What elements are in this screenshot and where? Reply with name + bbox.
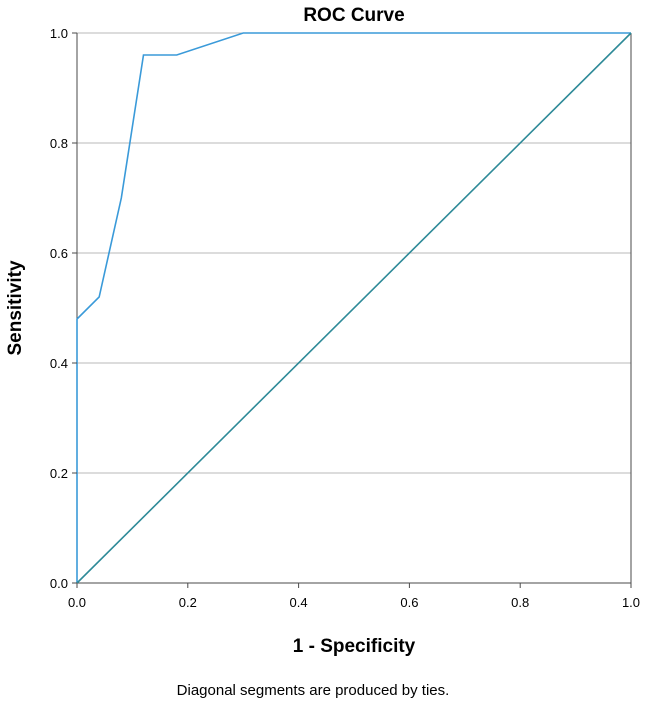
reference-diagonal-line	[76, 32, 632, 584]
x-tick-label-1: 0.2	[179, 595, 197, 610]
tick-labels: 0.0 0.2 0.4 0.6 0.8 1.0 0.0 0.2 0.4 0.6 0.8 1.0	[50, 26, 640, 610]
y-tick-label-5: 1.0	[50, 26, 68, 41]
y-axis-label: Sensitivity	[5, 260, 26, 355]
x-tick-label-4: 0.8	[511, 595, 529, 610]
chart-title: ROC Curve	[303, 5, 404, 26]
series	[76, 32, 632, 584]
y-tick-label-4: 0.8	[50, 136, 68, 151]
x-tick-label-3: 0.6	[400, 595, 418, 610]
y-tick-label-2: 0.4	[50, 356, 68, 371]
y-tick-label-0: 0.0	[50, 576, 68, 591]
x-tick-label-5: 1.0	[622, 595, 640, 610]
roc-curve-line	[76, 32, 631, 583]
x-axis-label: 1 - Specificity	[293, 636, 416, 657]
y-tick-label-1: 0.2	[50, 466, 68, 481]
footnote: Diagonal segments are produced by ties.	[177, 682, 450, 699]
x-tick-label-0: 0.0	[68, 595, 86, 610]
y-tick-label-3: 0.6	[50, 246, 68, 261]
x-tick-label-2: 0.4	[290, 595, 308, 610]
